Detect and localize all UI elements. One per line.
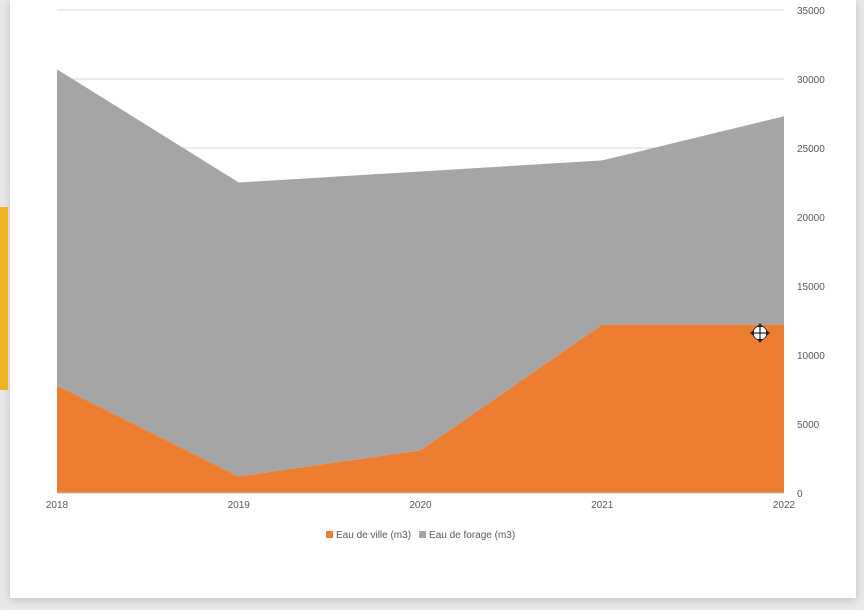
legend-swatch — [326, 531, 333, 538]
x-tick-label: 2021 — [591, 500, 614, 511]
x-axis: 2018 2019 2020 2021 2022 — [46, 492, 796, 511]
y-tick-label: 25000 — [797, 144, 825, 155]
y-tick-label: 5000 — [797, 420, 820, 431]
y-tick-label: 10000 — [797, 351, 825, 362]
y-tick-label: 35000 — [797, 6, 825, 17]
area-series — [57, 69, 784, 493]
y-tick-label: 30000 — [797, 75, 825, 86]
move-cursor-icon — [750, 323, 770, 343]
legend-label: Eau de ville (m3) — [336, 530, 411, 541]
y-axis: 0 5000 10000 15000 20000 25000 30000 35000 — [797, 6, 825, 500]
y-tick-label: 20000 — [797, 213, 825, 224]
x-tick-label: 2020 — [409, 500, 432, 511]
x-tick-label: 2018 — [46, 500, 69, 511]
y-tick-label: 0 — [797, 489, 803, 500]
legend-swatch — [419, 531, 427, 538]
x-tick-label: 2022 — [773, 500, 796, 511]
side-accent-bar — [0, 207, 8, 390]
y-tick-label: 15000 — [797, 282, 825, 293]
area-eau-de-forage — [57, 69, 784, 477]
x-tick-label: 2019 — [228, 500, 251, 511]
legend: Eau de ville (m3) Eau de forage (m3) — [326, 530, 515, 541]
legend-label: Eau de forage (m3) — [429, 530, 515, 541]
area-eau-de-ville — [57, 324, 784, 493]
